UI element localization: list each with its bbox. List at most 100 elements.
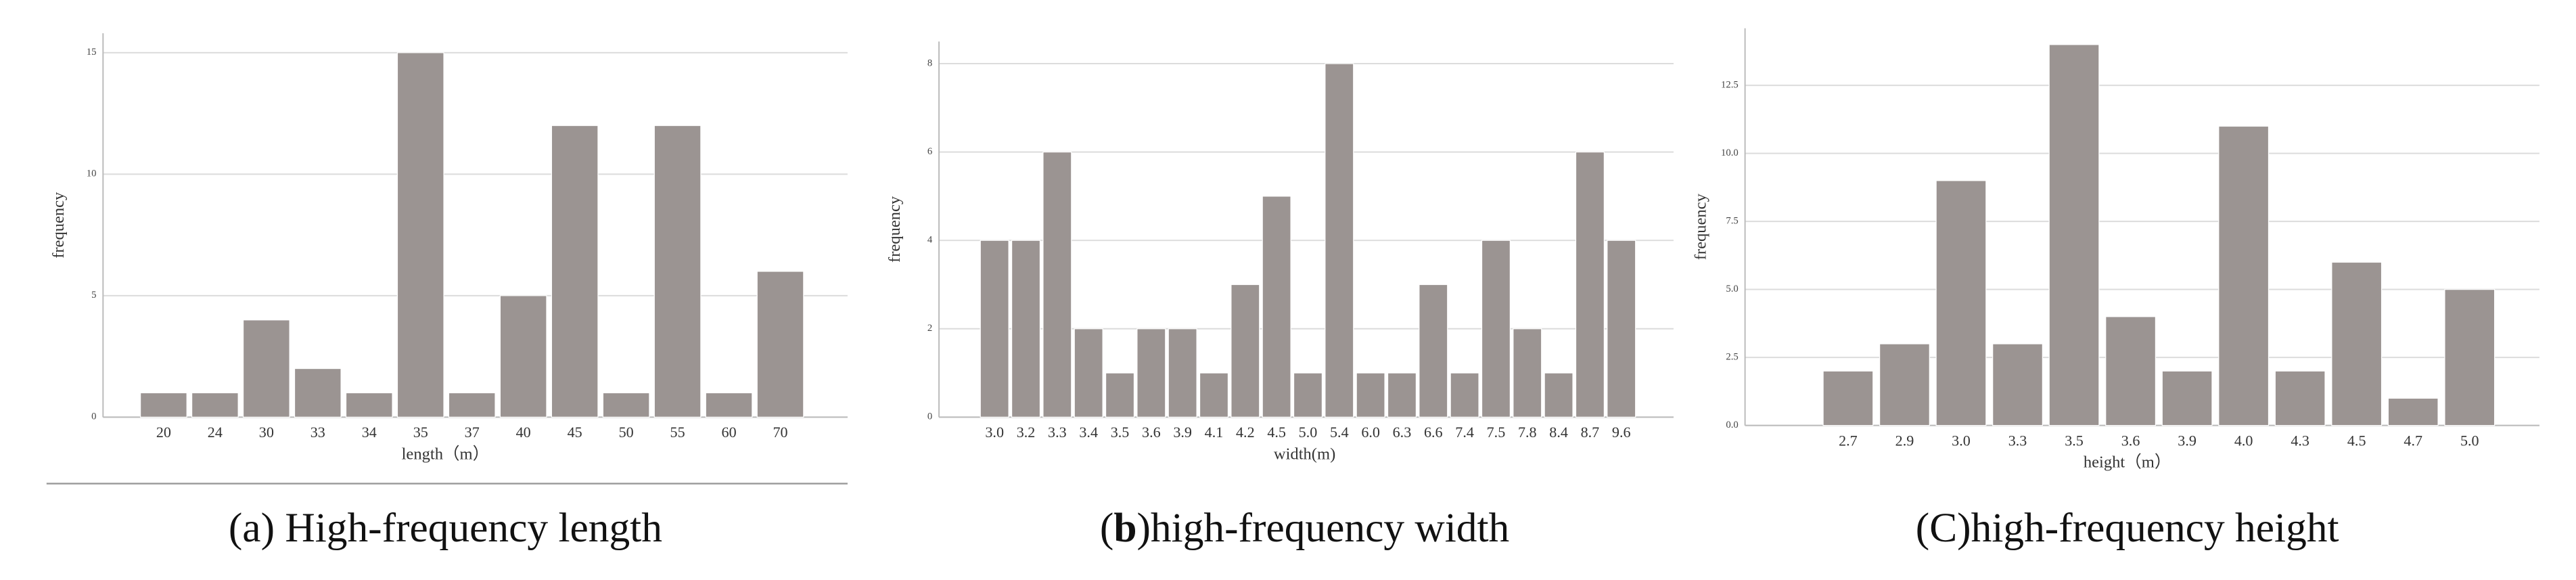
bar xyxy=(1607,240,1636,418)
x-tick-label: 3.3 xyxy=(1048,424,1067,441)
bar xyxy=(1199,372,1229,418)
y-tick-label: 5.0 xyxy=(1726,284,1738,294)
bar xyxy=(1575,152,1605,418)
x-tick-label: 5.0 xyxy=(1299,424,1318,441)
bar xyxy=(139,392,187,418)
x-tick-label: 33 xyxy=(310,424,325,441)
bar xyxy=(2218,125,2270,426)
caption: (a) High-frequency length xyxy=(229,505,662,551)
bar xyxy=(242,319,290,418)
bar xyxy=(1513,328,1542,418)
x-tick-label: 6.3 xyxy=(1393,424,1412,441)
bar xyxy=(448,392,496,418)
bar xyxy=(345,392,393,418)
y-tick-label: 10.0 xyxy=(1721,148,1739,158)
bar xyxy=(499,295,547,418)
bar xyxy=(1293,372,1323,418)
x-tick-label: 3.0 xyxy=(985,424,1004,441)
bar xyxy=(1105,372,1135,418)
y-tick-label: 12.5 xyxy=(1721,80,1739,91)
bar xyxy=(1074,328,1103,418)
bar xyxy=(1879,343,1930,426)
bar xyxy=(653,125,702,418)
x-tick-label: 3.3 xyxy=(2008,432,2027,449)
x-tick-label: 3.6 xyxy=(2121,432,2140,449)
bar xyxy=(396,52,444,418)
y-axis-label: frequency xyxy=(49,192,68,259)
bar xyxy=(2387,397,2439,426)
x-tick-label: 4.7 xyxy=(2404,432,2422,449)
x-tick-label: 6.6 xyxy=(1424,424,1443,441)
bar xyxy=(1136,328,1166,418)
caption-part: )high-frequency width xyxy=(1136,505,1509,551)
caption: (C)high-frequency height xyxy=(1916,505,2339,551)
x-tick-label: 4.3 xyxy=(2291,432,2309,449)
x-tick-label: 4.5 xyxy=(1267,424,1286,441)
y-tick-label: 2 xyxy=(927,323,932,334)
x-tick-label: 4.0 xyxy=(2234,432,2253,449)
x-axis-label: length（m） xyxy=(402,444,490,463)
x-tick-label: 7.8 xyxy=(1518,424,1537,441)
x-tick-label: 60 xyxy=(722,424,737,441)
x-tick-label: 50 xyxy=(619,424,634,441)
x-tick-label: 35 xyxy=(413,424,428,441)
x-tick-label: 2.7 xyxy=(1839,432,1858,449)
y-tick-label: 8 xyxy=(927,58,932,68)
bar xyxy=(2331,261,2383,426)
x-tick-label: 3.9 xyxy=(2178,432,2196,449)
x-tick-label: 3.2 xyxy=(1017,424,1036,441)
bar xyxy=(1262,196,1291,418)
x-tick-label: 40 xyxy=(516,424,531,441)
x-tick-label: 3.9 xyxy=(1173,424,1192,441)
y-tick-label: 0.0 xyxy=(1726,420,1738,430)
x-tick-label: 70 xyxy=(773,424,788,441)
x-tick-label: 45 xyxy=(568,424,582,441)
x-tick-label: 34 xyxy=(362,424,377,441)
x-tick-label: 3.4 xyxy=(1079,424,1098,441)
bar xyxy=(602,392,650,418)
x-tick-label: 3.0 xyxy=(1952,432,1971,449)
y-tick-label: 7.5 xyxy=(1726,216,1738,227)
bar xyxy=(2105,316,2157,426)
y-tick-label: 0 xyxy=(927,411,932,422)
bar xyxy=(1387,372,1417,418)
x-tick-label: 24 xyxy=(208,424,223,441)
bar xyxy=(191,392,239,418)
y-tick-label: 6 xyxy=(927,146,932,157)
bar xyxy=(2048,44,2100,426)
x-tick-label: 5.4 xyxy=(1330,424,1349,441)
bar xyxy=(1822,370,1874,426)
x-tick-label: 4.2 xyxy=(1236,424,1255,441)
x-tick-label: 9.6 xyxy=(1612,424,1631,441)
x-axis-label: width(m) xyxy=(1274,445,1335,463)
y-tick-label: 10 xyxy=(87,169,97,179)
y-tick-label: 15 xyxy=(87,47,97,58)
bar xyxy=(1992,343,2043,426)
x-tick-label: 6.0 xyxy=(1361,424,1380,441)
x-tick-label: 3.6 xyxy=(1142,424,1161,441)
x-tick-label: 3.5 xyxy=(2065,432,2084,449)
caption: (b)high-frequency width xyxy=(1100,505,1509,551)
y-tick-label: 5 xyxy=(91,290,96,300)
caption-part: b xyxy=(1113,505,1136,551)
x-tick-label: 20 xyxy=(156,424,171,441)
y-axis-label: frequency xyxy=(1691,193,1709,260)
caption-part: ( xyxy=(1100,505,1113,551)
x-axis-label: height（m） xyxy=(2084,453,2171,472)
x-tick-label: 37 xyxy=(465,424,480,441)
bar xyxy=(551,125,599,418)
bar xyxy=(1481,240,1511,418)
bar xyxy=(1356,372,1385,418)
x-tick-label: 4.5 xyxy=(2347,432,2366,449)
bar xyxy=(2161,370,2213,426)
x-tick-label: 55 xyxy=(670,424,685,441)
bar xyxy=(2274,370,2326,426)
x-tick-label: 4.1 xyxy=(1205,424,1224,441)
bar xyxy=(1230,284,1260,418)
bar xyxy=(1042,152,1072,418)
y-axis-label: frequency xyxy=(886,196,904,263)
x-tick-label: 30 xyxy=(259,424,274,441)
bar xyxy=(1168,328,1197,418)
bar xyxy=(1011,240,1041,418)
